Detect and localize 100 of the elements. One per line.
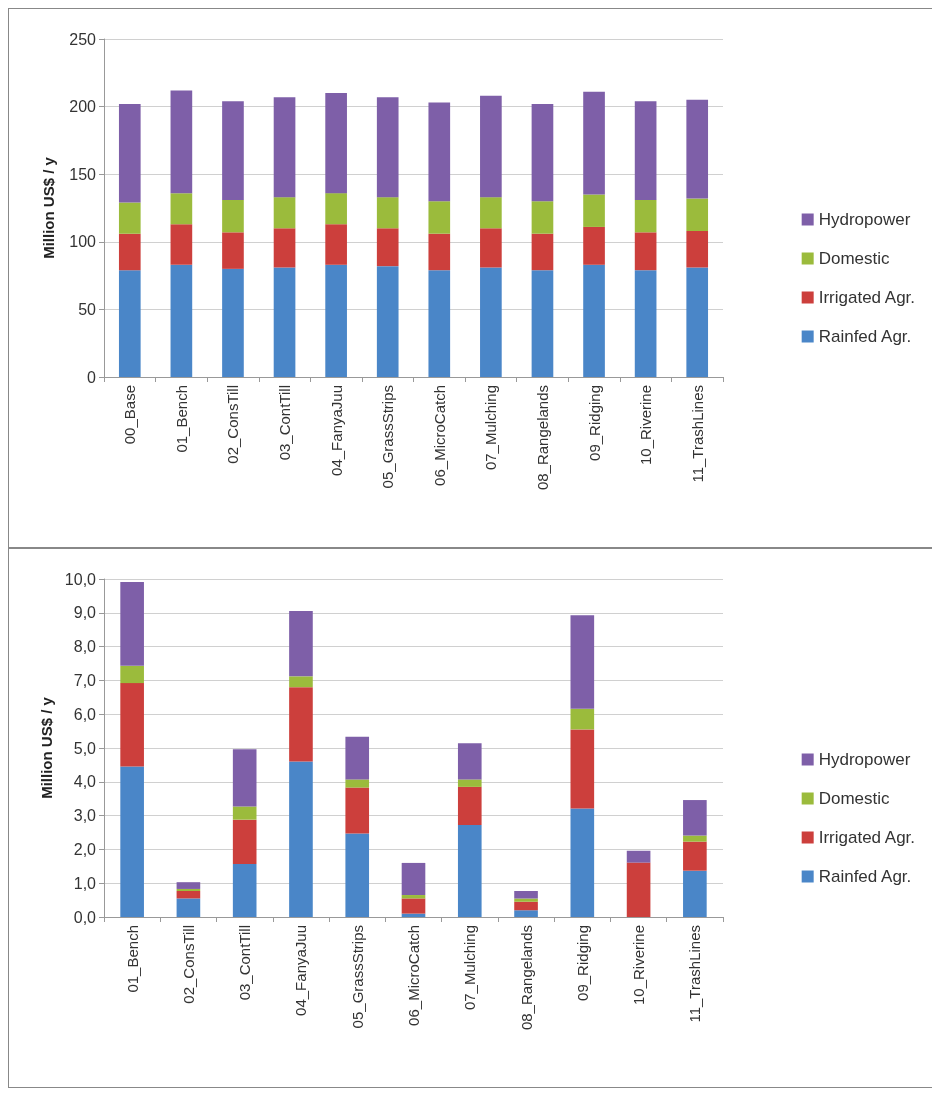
- bar: [232, 819, 257, 864]
- bar: [120, 683, 144, 767]
- bar: [273, 228, 296, 268]
- legend-label: Irrigated Agr.: [818, 288, 916, 307]
- y-tick-label: 50: [78, 300, 97, 318]
- x-tick-label: 02_ConsTill: [224, 385, 242, 464]
- bar: [170, 264, 193, 377]
- bar: [289, 761, 313, 917]
- legend-label: Domestic: [818, 249, 891, 268]
- bar: [583, 194, 605, 227]
- bar: [480, 95, 502, 198]
- legend-label: Hydropower: [818, 210, 911, 229]
- bar: [686, 267, 709, 377]
- bar: [583, 91, 605, 195]
- y-tick-label: 0,0: [73, 908, 97, 926]
- bar: [401, 862, 426, 896]
- x-tick-label: 04_FanyaJuu: [292, 925, 310, 1016]
- x-tick-label: 05_GrassStrips: [348, 925, 366, 1029]
- bar: [273, 267, 296, 377]
- bar: [120, 766, 144, 917]
- bar: [514, 910, 538, 917]
- x-tick-label: 01_Bench: [123, 925, 141, 993]
- x-tick-label: 00_Base: [121, 385, 139, 445]
- bar: [325, 264, 347, 377]
- bar: [480, 267, 502, 377]
- bar: [120, 582, 144, 666]
- x-tick-label: 01_Bench: [172, 385, 190, 453]
- x-tick-label: 10_Riverine: [637, 385, 655, 466]
- bar: [222, 101, 244, 200]
- y-tick-label: 5,0: [73, 739, 97, 757]
- x-tick-label: 02_ConsTill: [179, 925, 197, 1004]
- bar: [583, 226, 605, 265]
- y-tick-label: 100: [69, 233, 97, 251]
- bar: [686, 198, 709, 231]
- bar: [683, 835, 707, 842]
- x-tick-label: 06_MicroCatch: [430, 385, 448, 486]
- x-tick-label: 11_TrashLines: [686, 925, 704, 1023]
- bar: [376, 97, 399, 198]
- bar: [176, 890, 201, 899]
- bar: [634, 101, 657, 200]
- bar: [428, 270, 451, 377]
- bar: [531, 201, 554, 234]
- y-tick-label: 3,0: [73, 807, 97, 825]
- legend-label: Rainfed Agr.: [818, 867, 912, 886]
- bar: [289, 687, 313, 762]
- x-tick-label: 06_MicroCatch: [405, 925, 422, 1026]
- bar: [118, 103, 141, 203]
- bar: [273, 197, 296, 229]
- bar: [514, 898, 538, 902]
- x-tick-label: 08_Rangelands: [533, 385, 551, 491]
- legend-label: Hydropower: [818, 750, 911, 769]
- bar: [570, 729, 595, 809]
- bar: [345, 779, 370, 788]
- y-tick-label: 2,0: [73, 840, 97, 858]
- y-tick-label: 150: [69, 165, 97, 183]
- x-tick-label: 05_GrassStrips: [379, 385, 397, 489]
- bar: [176, 888, 201, 891]
- bar: [531, 103, 554, 202]
- bar: [457, 743, 482, 780]
- bar: [480, 197, 502, 229]
- bar: [118, 233, 141, 271]
- y-tick-label: 4,0: [73, 773, 97, 791]
- x-tick-label: 09_Ridging: [585, 385, 603, 461]
- bar: [176, 898, 201, 917]
- bar: [120, 665, 144, 684]
- bar: [170, 224, 193, 265]
- bar: [222, 232, 244, 269]
- bar: [531, 270, 554, 377]
- y-tick-label: 6,0: [73, 705, 97, 723]
- bar: [428, 201, 451, 234]
- bar: [531, 233, 554, 271]
- bar: [626, 862, 651, 917]
- y-tick-label: 8,0: [73, 638, 97, 656]
- bar: [376, 266, 399, 377]
- y-tick-label: 0: [87, 368, 97, 386]
- bar: [428, 102, 451, 202]
- bar: [118, 202, 141, 234]
- bar: [634, 199, 657, 233]
- bar: [457, 779, 482, 787]
- bar: [325, 193, 347, 225]
- bar: [570, 615, 595, 709]
- x-tick-label: 03_ContTill: [276, 385, 294, 461]
- bar: [345, 787, 370, 834]
- bar: [345, 736, 370, 780]
- legend-label: Domestic: [818, 789, 891, 808]
- bar: [345, 833, 370, 917]
- bar: [683, 800, 707, 836]
- bar: [176, 882, 201, 889]
- bar: [634, 232, 657, 271]
- bar: [514, 890, 538, 899]
- bar: [686, 99, 709, 199]
- x-tick-label: 08_Rangelands: [517, 925, 535, 1031]
- y-tick-label: 9,0: [73, 604, 97, 622]
- bar: [570, 708, 595, 730]
- bar: [376, 197, 399, 229]
- x-tick-label: 03_ContTill: [236, 925, 254, 1001]
- bar: [683, 841, 707, 871]
- bar: [170, 193, 193, 225]
- bar: [273, 97, 296, 198]
- bar: [683, 870, 707, 917]
